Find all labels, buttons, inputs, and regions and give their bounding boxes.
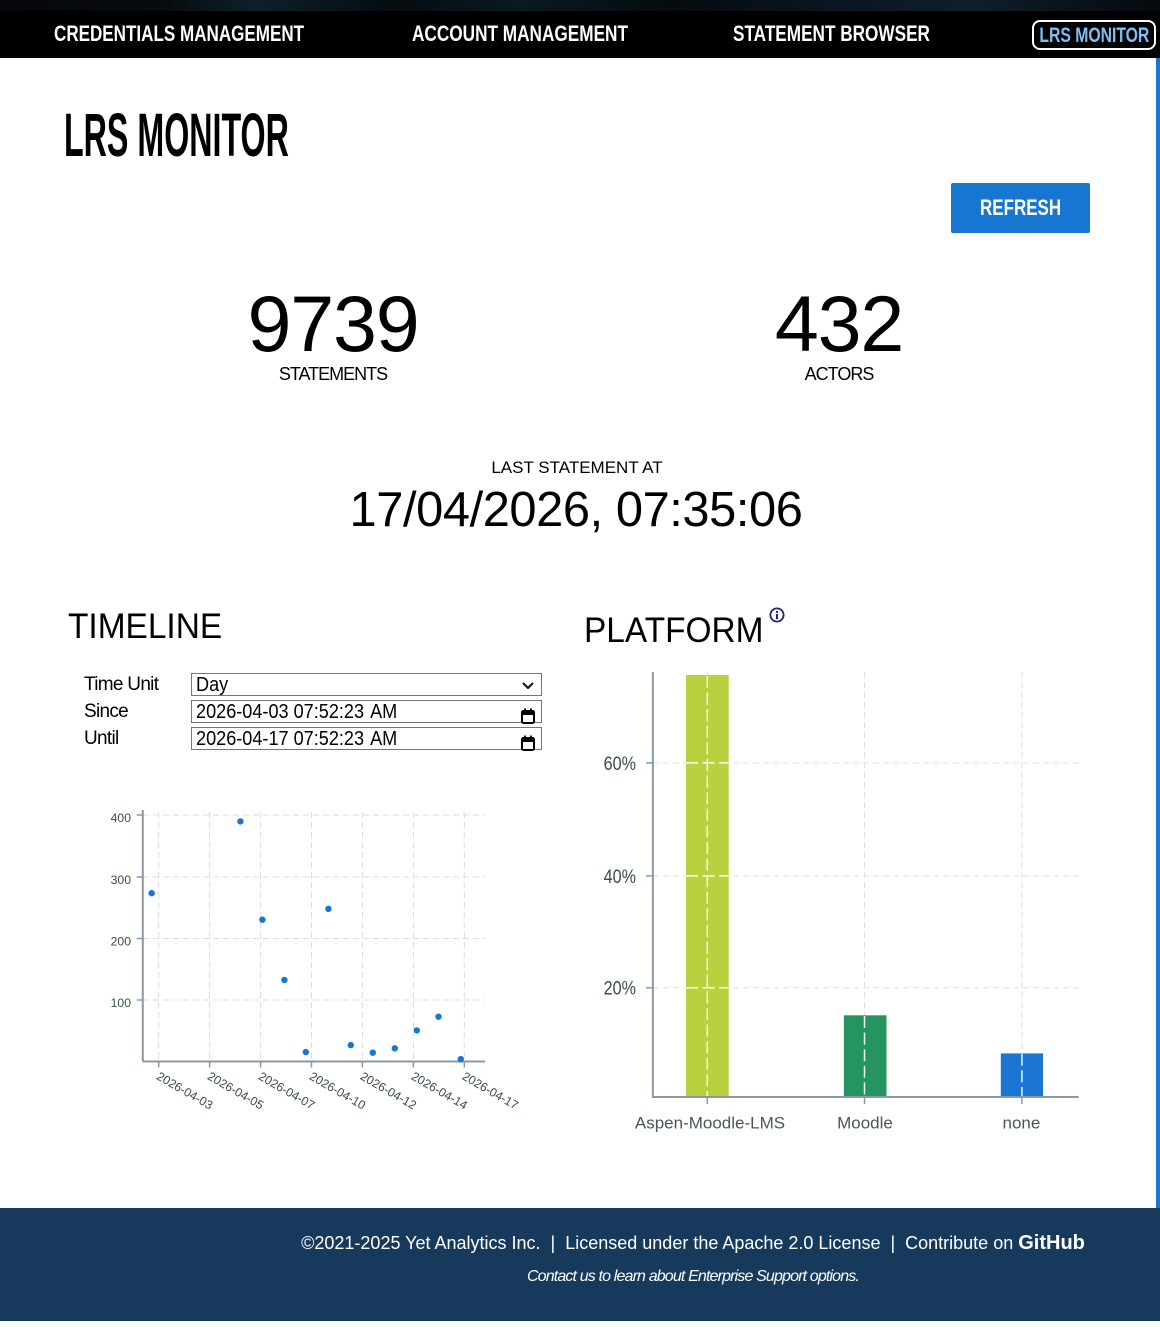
svg-text:20%: 20% (604, 977, 637, 999)
svg-text:2026-04-10: 2026-04-10 (307, 1069, 368, 1112)
svg-text:Aspen-Moodle-LMS: Aspen-Moodle-LMS (635, 1114, 785, 1133)
svg-text:60%: 60% (604, 753, 637, 775)
svg-text:40%: 40% (604, 866, 637, 888)
svg-text:Moodle: Moodle (837, 1114, 893, 1133)
svg-text:400: 400 (111, 811, 132, 825)
svg-text:none: none (1002, 1114, 1040, 1133)
svg-text:300: 300 (111, 873, 132, 887)
svg-text:2026-04-05: 2026-04-05 (205, 1069, 266, 1112)
svg-text:200: 200 (111, 935, 132, 949)
svg-text:2026-04-12: 2026-04-12 (358, 1069, 419, 1112)
svg-text:2026-04-03: 2026-04-03 (154, 1069, 215, 1112)
svg-text:100: 100 (111, 996, 132, 1010)
svg-text:2026-04-07: 2026-04-07 (256, 1069, 317, 1112)
svg-text:2026-04-17: 2026-04-17 (460, 1069, 521, 1112)
svg-text:2026-04-14: 2026-04-14 (409, 1069, 470, 1112)
